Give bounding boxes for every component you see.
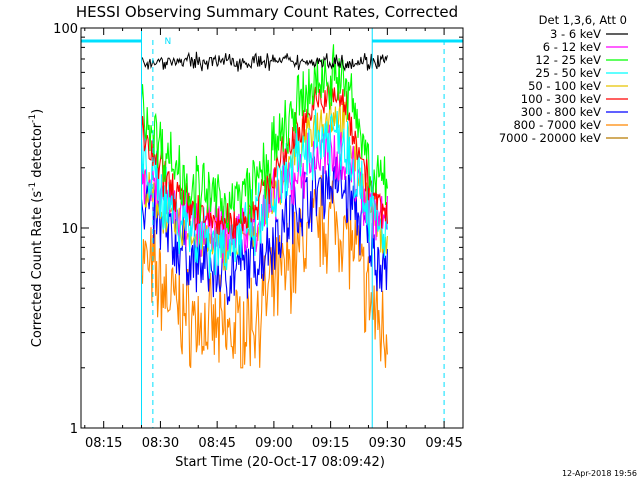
x-tick-label: 09:30 [369,436,406,451]
series-12-25-kev-line [140,44,388,233]
y-axis-label-sup2: -1 [28,114,38,123]
y-axis-label: Corrected Count Rate (s-1 detector-1) [28,109,45,347]
y-axis-label-end: ) [30,109,45,114]
plot-frame [80,27,464,429]
legend-label-6-12-kev: 6 - 12 keV [543,40,601,54]
x-tick-label: 09:15 [312,436,349,451]
y-axis-label-mid: detector [30,122,45,182]
series-800-7000-kev-line [140,175,388,369]
legend-label-12-25-kev: 12 - 25 keV [535,53,601,67]
x-tick-label: 08:45 [198,436,235,451]
legend-label-100-300-kev: 100 - 300 keV [521,92,601,106]
legend-label-7000-20000-kev: 7000 - 20000 keV [499,131,601,145]
x-tick-label: 09:45 [425,436,462,451]
legend-label-800-7000-kev: 800 - 7000 keV [513,118,601,132]
plot-marks [81,28,463,428]
x-tick-label: 08:30 [142,436,179,451]
x-tick-label: 09:00 [255,436,292,451]
axis-ticks: 08:15 08:30 08:45 09:00 09:15 09:30 09:45 1 10 10… [53,22,464,451]
y-axis-label-main: Corrected Count Rate (s [30,191,45,348]
legend-title: Det 1,3,6, Att 0 [539,13,627,27]
legend-label-50-100-kev: 50 - 100 keV [528,79,601,93]
flag-label: N [165,37,172,47]
y-tick-label: 100 [53,22,78,37]
legend-label-300-800-kev: 300 - 800 keV [521,105,601,119]
chart-title: HESSI Observing Summary Count Rates, Cor… [76,3,458,21]
x-axis-label: Start Time (20-Oct-17 08:09:42) [175,455,385,470]
y-axis-label-sup: -1 [28,182,38,191]
legend-label-3-6-kev: 3 - 6 keV [550,27,601,41]
legend-label-25-50-kev: 25 - 50 keV [535,66,601,80]
y-tick-label: 1 [70,422,78,437]
y-tick-label: 10 [61,222,78,237]
date-stamp: 12-Apr-2018 19:56 [562,469,637,478]
x-tick-label: 08:15 [85,436,122,451]
series-3-6-kev-line [141,51,388,72]
